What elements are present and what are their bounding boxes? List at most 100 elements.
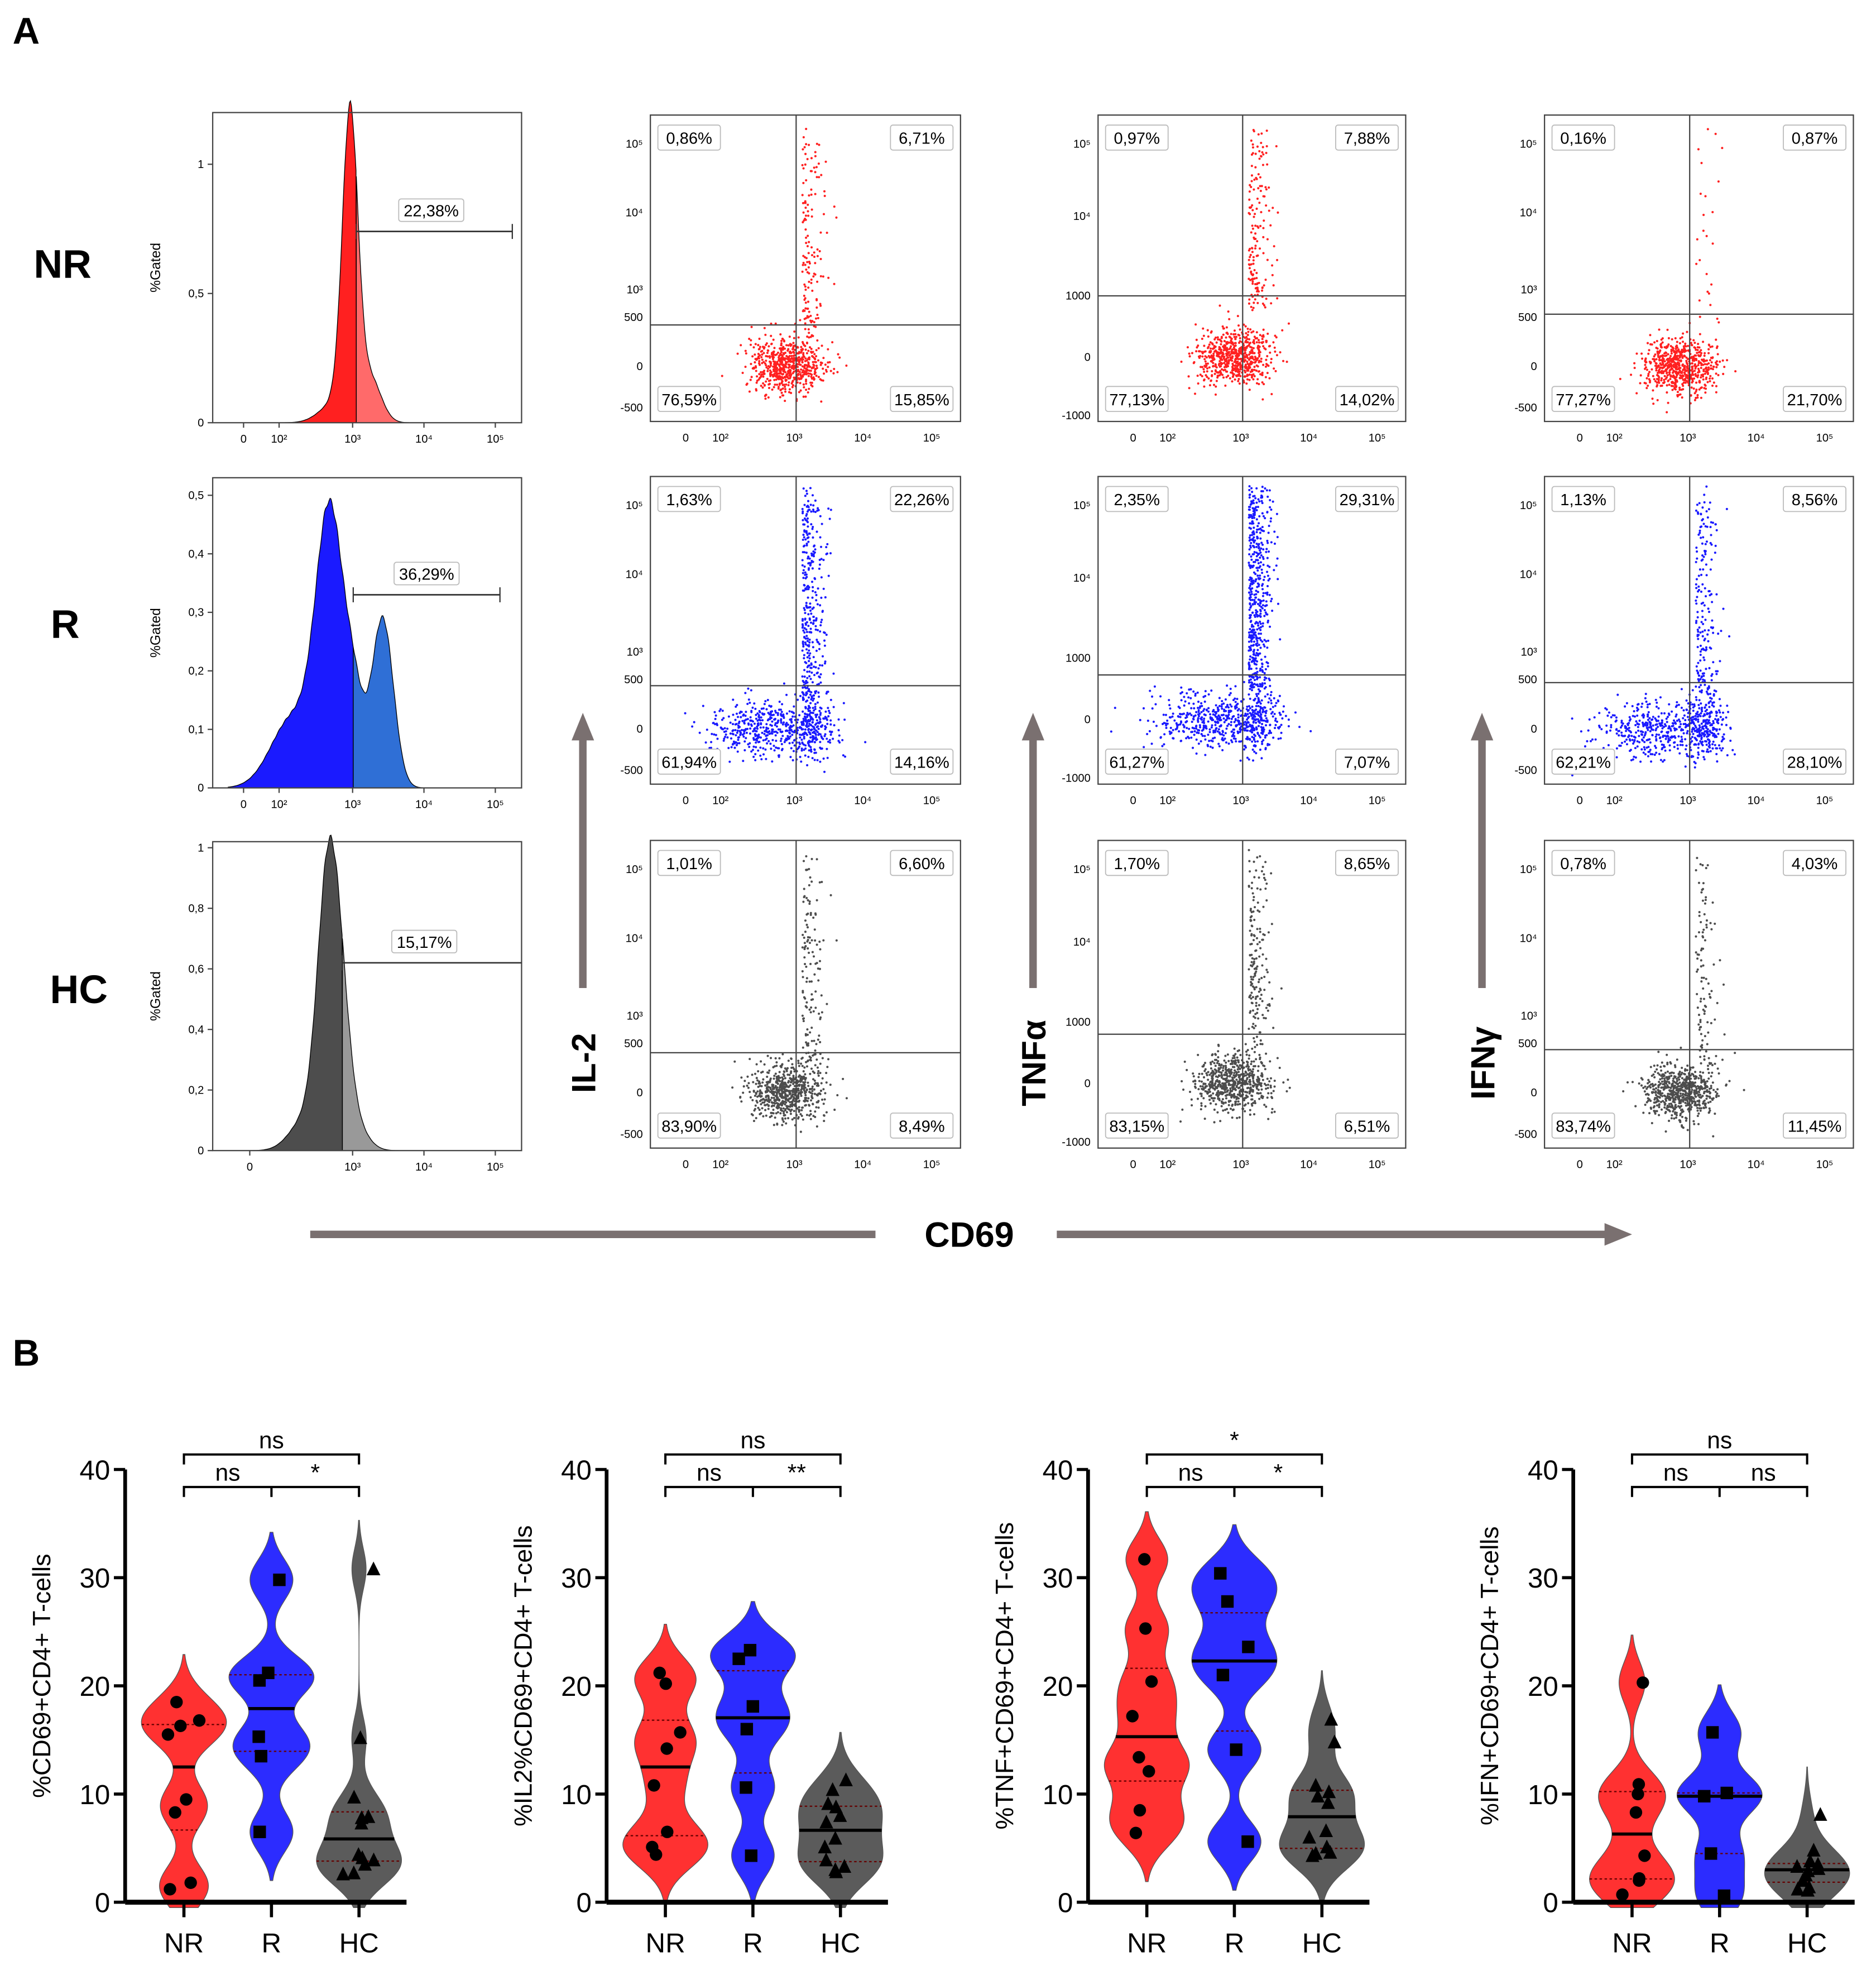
event-dot xyxy=(827,574,830,577)
event-dot xyxy=(1197,1088,1200,1091)
event-dot xyxy=(815,730,818,732)
event-dot xyxy=(1253,533,1255,536)
event-dot xyxy=(1252,759,1255,762)
event-dot xyxy=(812,606,815,609)
event-dot xyxy=(776,731,779,734)
event-dot xyxy=(1246,334,1249,337)
event-dot xyxy=(1266,539,1269,542)
event-dot xyxy=(1195,711,1198,713)
event-dot xyxy=(764,748,767,751)
event-dot xyxy=(1196,691,1199,694)
event-dot xyxy=(811,1085,814,1088)
event-dot xyxy=(1192,717,1194,720)
event-dot xyxy=(791,386,794,389)
event-dot xyxy=(767,1072,770,1075)
event-dot xyxy=(1186,720,1188,723)
event-dot xyxy=(803,942,806,944)
event-dot xyxy=(1213,736,1216,739)
y-tick-label: 1 xyxy=(198,842,204,854)
event-dot xyxy=(804,624,807,626)
event-dot xyxy=(807,613,810,616)
event-dot xyxy=(805,913,808,916)
event-dot xyxy=(1271,264,1274,267)
event-dot xyxy=(792,1082,795,1085)
x-tick-label: 10⁴ xyxy=(415,798,433,811)
quadrant-upper-left-percent: 2,35% xyxy=(1114,491,1160,509)
event-dot xyxy=(1194,725,1197,728)
event-dot xyxy=(1211,717,1213,720)
event-dot xyxy=(732,723,735,726)
event-dot xyxy=(804,641,807,644)
event-dot xyxy=(807,708,809,711)
event-dot xyxy=(1225,1097,1227,1100)
event-dot xyxy=(768,355,771,358)
event-dot xyxy=(1248,1054,1251,1057)
event-dot xyxy=(1186,712,1189,715)
event-dot xyxy=(783,741,786,744)
y-tick-label: 10⁴ xyxy=(626,207,643,219)
event-dot xyxy=(791,733,794,736)
event-dot xyxy=(1251,146,1254,149)
event-dot xyxy=(1203,351,1206,353)
event-dot xyxy=(1265,733,1268,736)
event-dot xyxy=(812,1010,815,1013)
event-dot xyxy=(1259,612,1262,615)
event-dot xyxy=(778,1090,780,1092)
event-dot xyxy=(781,1076,784,1079)
event-dot xyxy=(1246,373,1249,376)
event-dot xyxy=(1228,694,1231,697)
event-dot xyxy=(829,723,832,726)
event-dot xyxy=(803,895,806,898)
event-dot xyxy=(745,728,747,731)
event-dot xyxy=(790,366,793,368)
event-dot xyxy=(1255,578,1258,581)
event-dot xyxy=(1239,759,1242,762)
event-dot xyxy=(1268,209,1270,212)
event-dot xyxy=(803,669,806,672)
event-dot xyxy=(779,1080,781,1082)
x-tick-label: 10⁴ xyxy=(1300,795,1317,807)
event-dot xyxy=(1220,343,1222,346)
event-dot xyxy=(1176,727,1178,730)
event-dot xyxy=(774,1072,777,1075)
event-dot xyxy=(811,494,814,497)
event-dot xyxy=(784,352,787,354)
event-dot xyxy=(1230,705,1233,708)
event-dot xyxy=(801,946,804,949)
event-dot xyxy=(842,1077,845,1080)
event-dot xyxy=(1249,707,1251,709)
event-dot xyxy=(1248,267,1251,270)
event-dot xyxy=(842,702,845,704)
event-dot xyxy=(1229,356,1232,359)
event-dot xyxy=(777,754,780,757)
event-dot xyxy=(819,1089,823,1092)
event-dot xyxy=(788,1080,790,1082)
event-dot xyxy=(746,702,749,705)
event-dot xyxy=(821,1011,823,1014)
y-axis-label: %Gated xyxy=(148,971,164,1021)
event-dot xyxy=(806,335,809,338)
event-dot xyxy=(767,712,770,715)
event-dot xyxy=(1262,599,1265,602)
event-dot xyxy=(792,342,795,344)
event-dot xyxy=(815,649,818,652)
event-dot xyxy=(1253,653,1255,655)
event-dot xyxy=(1236,702,1239,705)
event-dot xyxy=(1254,298,1256,301)
event-dot xyxy=(806,517,809,520)
event-dot xyxy=(817,347,820,349)
event-dot xyxy=(1279,737,1282,740)
event-dot xyxy=(1251,361,1254,364)
event-dot xyxy=(764,362,766,365)
event-dot xyxy=(1244,371,1247,373)
event-dot xyxy=(1270,712,1273,715)
event-dot xyxy=(1249,658,1251,661)
event-dot xyxy=(803,256,806,258)
event-dot xyxy=(789,1093,791,1096)
event-dot xyxy=(825,634,828,636)
event-dot xyxy=(1249,522,1251,525)
event-dot xyxy=(804,587,807,590)
event-dot xyxy=(775,371,778,373)
event-dot xyxy=(1267,639,1270,642)
event-dot xyxy=(1261,604,1264,607)
